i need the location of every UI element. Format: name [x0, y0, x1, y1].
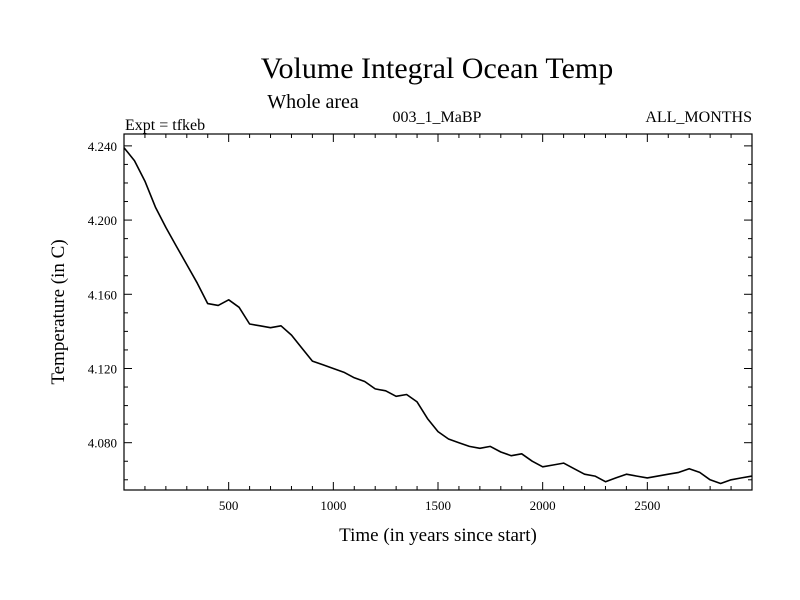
- chart-subtitle: Whole area: [267, 91, 359, 113]
- y-tick-label: 4.120: [88, 361, 117, 376]
- y-axis-label: Temperature (in C): [48, 239, 69, 384]
- y-tick-label: 4.080: [88, 436, 117, 451]
- center-label: 003_1_MaBP: [393, 109, 482, 126]
- plot-frame: [123, 133, 753, 491]
- x-tick-label: 1000: [320, 498, 346, 513]
- y-tick-label: 4.200: [88, 213, 117, 228]
- x-axis-ticks: 500 1000 1500 2000 2500: [144, 134, 732, 513]
- x-tick-label: 500: [219, 498, 239, 513]
- right-label: ALL_MONTHS: [645, 109, 752, 126]
- x-tick-label: 2500: [634, 498, 660, 513]
- series-line: [123, 147, 753, 485]
- series-layer: [123, 147, 753, 485]
- y-tick-label: 4.240: [88, 139, 117, 154]
- x-tick-label: 1500: [425, 498, 451, 513]
- x-axis-label: Time (in years since start): [339, 525, 537, 546]
- x-tick-label: 2000: [530, 498, 556, 513]
- y-tick-label: 4.160: [88, 287, 117, 302]
- y-axis-ticks: 4.080 4.120 4.160 4.200 4.240: [88, 139, 752, 481]
- experiment-label: Expt = tfkeb: [125, 117, 205, 134]
- chart-title: Volume Integral Ocean Temp: [261, 52, 614, 85]
